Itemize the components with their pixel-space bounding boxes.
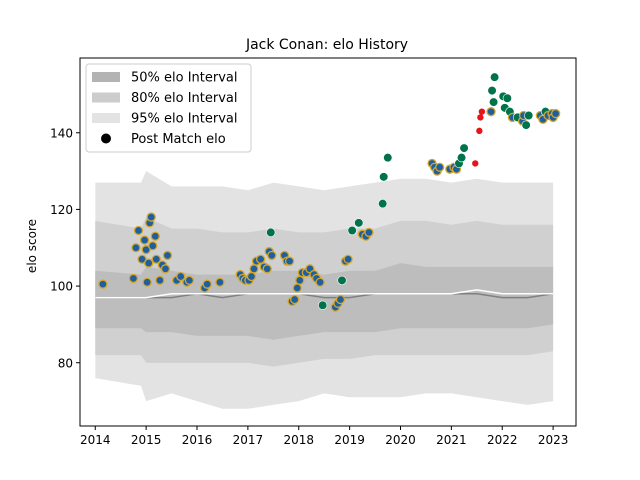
data-point: [155, 275, 165, 285]
data-point: [160, 264, 171, 274]
data-point: [295, 275, 305, 285]
legend-marker: [101, 133, 111, 144]
legend-box: [85, 63, 252, 153]
x-tick-label: 2018: [283, 433, 314, 447]
x-tick-label: 2014: [80, 433, 111, 447]
data-point: [343, 254, 353, 264]
data-point: [383, 153, 393, 163]
median-line: [95, 293, 554, 299]
data-point: [290, 294, 300, 305]
data-point: [478, 108, 486, 115]
chart-title: Jack Conan: elo History: [245, 37, 408, 53]
y-tick-label: 80: [58, 356, 73, 370]
data-point: [502, 93, 512, 103]
data-point: [146, 212, 156, 222]
legend-label: 95% elo Interval: [131, 112, 238, 127]
data-point: [284, 256, 295, 266]
data-point: [148, 241, 158, 251]
data-point: [246, 271, 257, 282]
data-point: [133, 225, 144, 236]
x-tick-label: 2015: [131, 433, 162, 447]
legend-label: 80% elo Interval: [131, 91, 238, 106]
data-point: [131, 243, 141, 253]
legend-swatch: [92, 72, 120, 82]
x-tick-label: 2022: [487, 433, 518, 447]
data-point: [459, 143, 469, 153]
data-point: [486, 107, 496, 117]
x-tick-label: 2021: [436, 433, 467, 447]
plot-area: [79, 57, 577, 427]
data-point: [202, 279, 212, 289]
data-point: [488, 97, 499, 107]
data-point: [456, 153, 467, 163]
legend: 50% elo Interval 80% elo Interval 95% elo …: [85, 63, 252, 153]
data-point: [249, 264, 259, 274]
y-axis-label: elo score: [25, 219, 39, 273]
legend-label: 50% elo Interval: [131, 71, 238, 86]
data-point: [487, 85, 497, 96]
data-point: [477, 114, 484, 121]
data-point: [435, 162, 445, 172]
data-point: [335, 294, 346, 305]
data-point: [267, 250, 277, 261]
data-point: [144, 258, 154, 268]
data-point: [524, 110, 534, 121]
data-point: [315, 277, 325, 287]
data-point: [255, 254, 266, 264]
y-tick-label: 120: [50, 203, 73, 217]
mean-line: [95, 289, 554, 299]
data-point: [139, 235, 150, 245]
data-point: [215, 277, 225, 287]
x-tick-label: 2016: [182, 433, 213, 447]
data-point: [347, 225, 357, 236]
x-tick-label: 2020: [385, 433, 416, 447]
data-point: [162, 250, 173, 261]
y-tick-label: 100: [50, 280, 73, 294]
data-point: [262, 264, 272, 274]
data-point: [98, 279, 108, 289]
data-point: [354, 218, 364, 228]
x-axis: 2014 2015 2016 2017 2018 2019 2020 2021 2022 2023: [80, 426, 568, 447]
legend-label: Post Match elo: [131, 132, 226, 147]
data-point: [379, 172, 389, 182]
y-axis: 80 100 120 140: [50, 126, 80, 370]
data-point: [142, 277, 152, 287]
plot-frame: [79, 57, 577, 427]
legend-swatch: [92, 92, 120, 103]
data-point: [150, 231, 160, 241]
data-point: [551, 108, 561, 119]
data-point: [128, 273, 139, 284]
x-tick-label: 2023: [538, 433, 569, 447]
data-point: [292, 283, 302, 293]
data-point: [184, 275, 195, 285]
data-point: [364, 227, 374, 238]
legend-swatch: [92, 113, 120, 123]
data-point: [521, 120, 531, 130]
data-point: [337, 275, 347, 285]
y-tick-label: 140: [50, 126, 73, 140]
data-point: [318, 300, 328, 310]
data-point: [476, 127, 483, 135]
data-point: [490, 72, 500, 82]
x-tick-label: 2019: [334, 433, 365, 447]
data-point: [472, 160, 479, 167]
data-point: [266, 227, 276, 238]
x-tick-label: 2017: [233, 433, 264, 447]
data-point: [176, 271, 186, 282]
data-point: [378, 199, 388, 209]
data-point: [151, 254, 161, 264]
